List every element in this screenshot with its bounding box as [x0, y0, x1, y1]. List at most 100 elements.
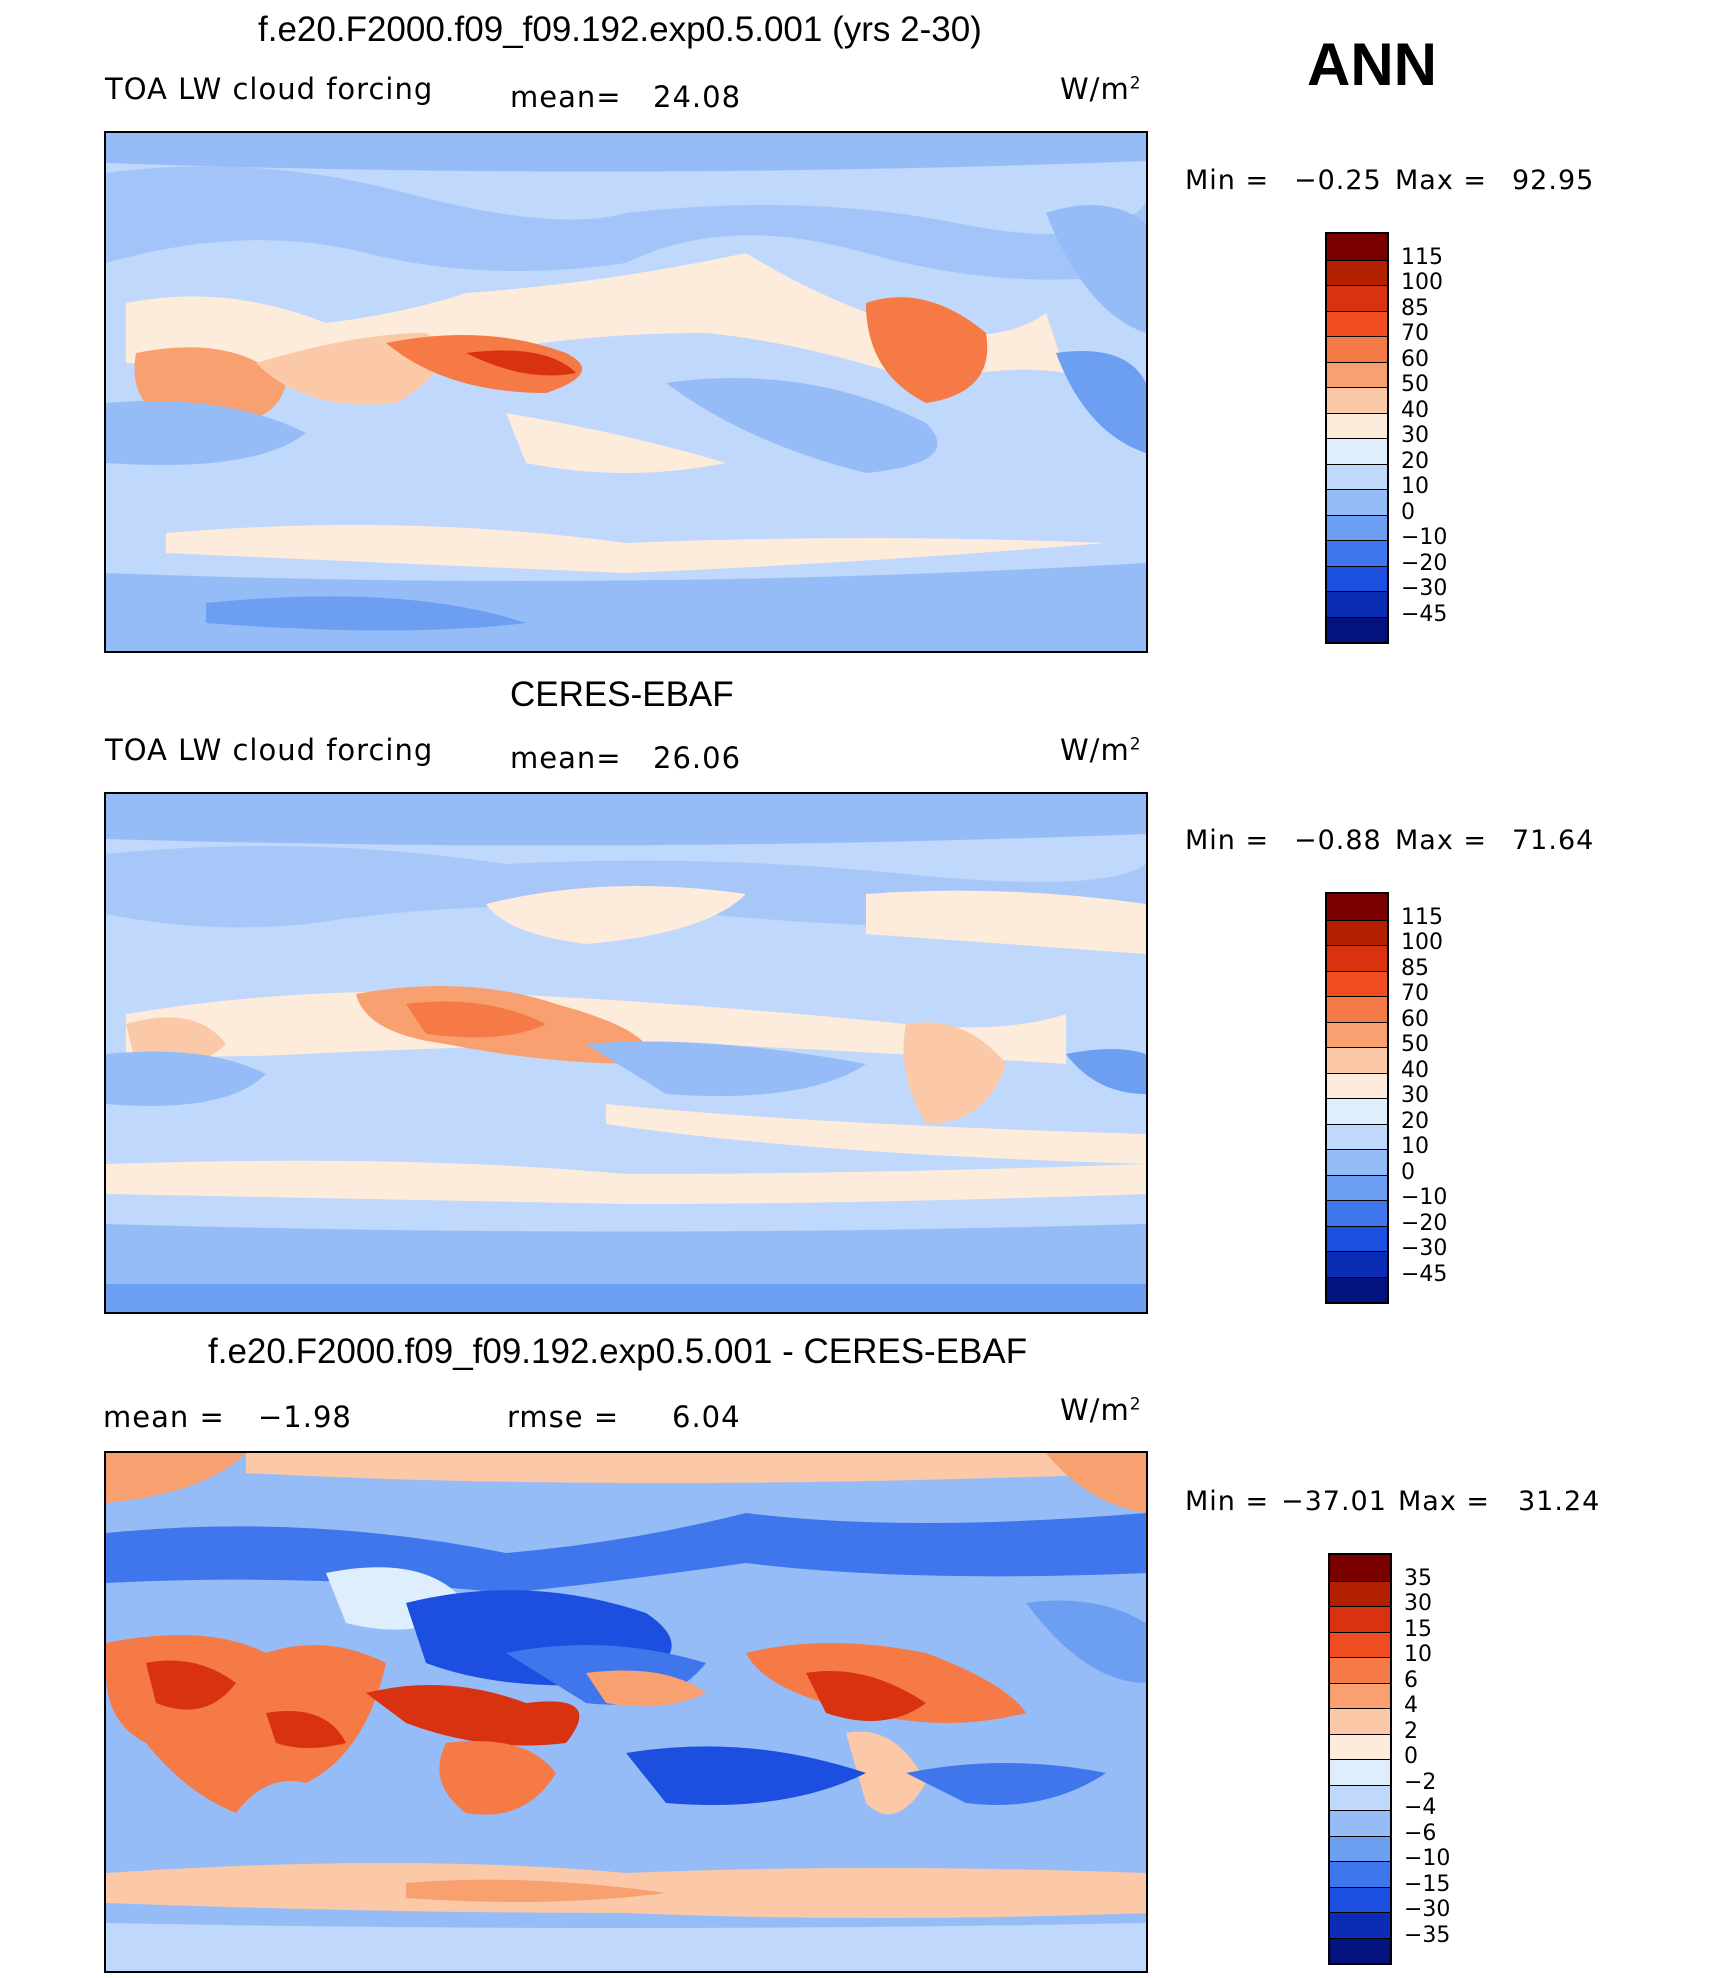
- colorbar-box: [1327, 1225, 1387, 1251]
- panel1-field: [106, 133, 1146, 651]
- colorbar-level-label: 10: [1404, 1642, 1432, 1667]
- panel2-min-value: −0.88: [1294, 825, 1382, 856]
- colorbar-level-label: 6: [1404, 1667, 1418, 1693]
- colorbar-level-label: 115: [1401, 904, 1443, 930]
- colorbar-level-label: −30: [1401, 576, 1448, 601]
- colorbar-level-label: 70: [1401, 981, 1429, 1006]
- colorbar-box: [1330, 1912, 1390, 1938]
- panel2-mean-value: 26.06: [653, 741, 742, 775]
- panel1-max-label: Max =: [1395, 165, 1488, 196]
- colorbar-level-label: −35: [1404, 1922, 1451, 1948]
- colorbar-level-label: 10: [1401, 474, 1429, 499]
- panel3-mean-value: −1.98: [258, 1400, 352, 1434]
- colorbar-box: [1330, 1759, 1390, 1785]
- colorbar-level-label: 35: [1404, 1565, 1432, 1591]
- colorbar-level-label: 20: [1401, 1108, 1429, 1134]
- colorbar-box: [1327, 463, 1387, 489]
- colorbar-level-label: 30: [1404, 1591, 1432, 1616]
- colorbar-box: [1327, 387, 1387, 413]
- panel3-rmse-value: 6.04: [672, 1400, 741, 1434]
- colorbar-box: [1327, 591, 1387, 617]
- panel2-variable-label: TOA LW cloud forcing: [105, 733, 434, 767]
- colorbar-level-label: 20: [1401, 448, 1429, 474]
- colorbar-level-label: −20: [1401, 550, 1448, 576]
- colorbar-box: [1327, 1149, 1387, 1175]
- colorbar-level-label: 10: [1401, 1134, 1429, 1159]
- colorbar-level-label: 0: [1404, 1744, 1418, 1769]
- panel3-map: [104, 1451, 1148, 1973]
- panel1-min-value: −0.25: [1294, 165, 1382, 196]
- colorbar-level-label: −45: [1401, 1261, 1448, 1287]
- colorbar-box: [1330, 1937, 1390, 1963]
- colorbar-box: [1330, 1784, 1390, 1810]
- colorbar-box: [1327, 894, 1387, 920]
- colorbar-box: [1327, 1251, 1387, 1277]
- colorbar-level-label: −10: [1401, 525, 1448, 550]
- panel2-colorbar: [1325, 892, 1389, 1304]
- colorbar-box: [1327, 1123, 1387, 1149]
- panel3-units: W/m2: [1060, 1393, 1142, 1427]
- panel1-mean-value: 24.08: [653, 80, 742, 114]
- panel3-min-label: Min =: [1185, 1486, 1270, 1517]
- colorbar-box: [1327, 361, 1387, 387]
- panel1-max-value: 92.95: [1512, 165, 1595, 196]
- colorbar-box: [1327, 540, 1387, 566]
- panel2-units: W/m2: [1060, 733, 1142, 767]
- panel2-max-value: 71.64: [1512, 825, 1595, 856]
- colorbar-box: [1327, 919, 1387, 945]
- panel1-colorbar: [1325, 232, 1389, 644]
- colorbar-level-label: 50: [1401, 372, 1429, 397]
- colorbar-box: [1327, 1098, 1387, 1124]
- panel2-title: CERES-EBAF: [510, 675, 734, 714]
- panel3-colorbar: [1328, 1553, 1392, 1965]
- colorbar-box: [1327, 336, 1387, 362]
- colorbar-level-label: −30: [1404, 1897, 1451, 1922]
- colorbar-level-label: 4: [1404, 1693, 1418, 1718]
- colorbar-box: [1330, 1835, 1390, 1861]
- colorbar-level-label: 15: [1404, 1616, 1432, 1642]
- colorbar-box: [1327, 1174, 1387, 1200]
- colorbar-box: [1327, 412, 1387, 438]
- colorbar-box: [1327, 234, 1387, 260]
- colorbar-box: [1327, 259, 1387, 285]
- colorbar-box: [1330, 1708, 1390, 1734]
- colorbar-box: [1330, 1810, 1390, 1836]
- colorbar-level-label: −4: [1404, 1795, 1437, 1820]
- colorbar-box: [1330, 1580, 1390, 1606]
- colorbar-box: [1330, 1657, 1390, 1683]
- colorbar-box: [1327, 1072, 1387, 1098]
- colorbar-box: [1327, 945, 1387, 971]
- colorbar-level-label: 50: [1401, 1032, 1429, 1057]
- panel3-difference-field: [106, 1453, 1146, 1971]
- panel3-rmse-label: rmse =: [507, 1400, 620, 1434]
- colorbar-box: [1330, 1733, 1390, 1759]
- colorbar-level-label: −2: [1404, 1769, 1437, 1795]
- panel3-min-value: −37.01: [1281, 1486, 1387, 1517]
- colorbar-box: [1327, 310, 1387, 336]
- colorbar-box: [1327, 489, 1387, 515]
- colorbar-level-label: 85: [1401, 955, 1429, 981]
- panel2-mean-label: mean=: [510, 741, 622, 775]
- colorbar-box: [1327, 996, 1387, 1022]
- colorbar-level-label: 0: [1401, 499, 1415, 525]
- panel2-min-label: Min =: [1185, 825, 1270, 856]
- colorbar-level-label: −45: [1401, 601, 1448, 627]
- colorbar-box: [1327, 1200, 1387, 1226]
- panel1-title: f.e20.F2000.f09_f09.192.exp0.5.001 (yrs …: [258, 10, 982, 49]
- colorbar-box: [1330, 1555, 1390, 1581]
- colorbar-level-label: −10: [1401, 1185, 1448, 1210]
- colorbar-box: [1330, 1861, 1390, 1887]
- colorbar-level-label: −30: [1401, 1236, 1448, 1261]
- colorbar-level-label: 70: [1401, 321, 1429, 346]
- colorbar-level-label: −15: [1404, 1871, 1451, 1897]
- panel2-map: [104, 792, 1148, 1314]
- panel3-max-value: 31.24: [1518, 1486, 1601, 1517]
- panel3-max-label: Max =: [1398, 1486, 1491, 1517]
- colorbar-level-label: 115: [1401, 244, 1443, 270]
- panel3-title: f.e20.F2000.f09_f09.192.exp0.5.001 - CER…: [208, 1332, 1028, 1371]
- colorbar-level-label: 100: [1401, 270, 1443, 295]
- colorbar-level-label: 40: [1401, 397, 1429, 423]
- colorbar-box: [1330, 1606, 1390, 1632]
- colorbar-box: [1330, 1631, 1390, 1657]
- colorbar-level-label: 100: [1401, 930, 1443, 955]
